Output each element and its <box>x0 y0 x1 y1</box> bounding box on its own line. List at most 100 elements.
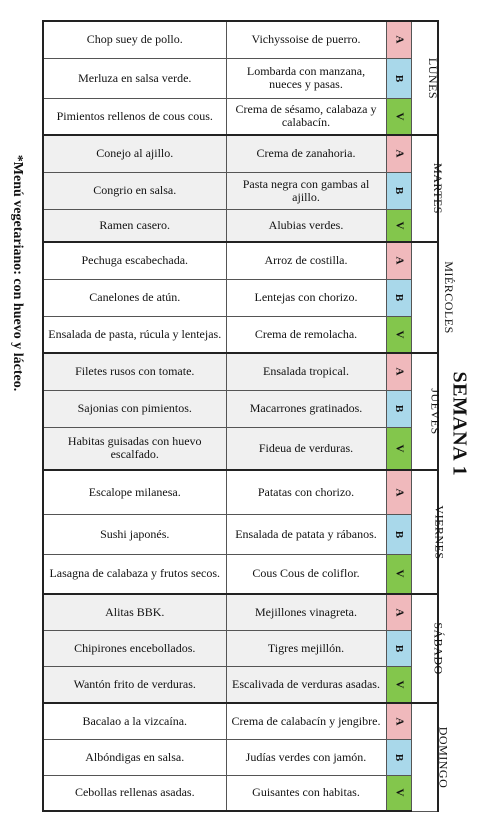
menu-row: Pimientos rellenos de cous cous. Crema de… <box>42 97 438 136</box>
menu-type-tag: A <box>385 469 412 515</box>
menu-row: Sushi japonés. Ensalada de patata y rában… <box>42 513 438 555</box>
day-name: JUEVES <box>428 388 443 435</box>
day-label-cell: MARTES <box>410 134 444 243</box>
menu-type-tag: B <box>385 738 412 776</box>
dish-first-course: Chipirones encebollados. <box>42 629 227 667</box>
menu-row: Merluza en salsa verde. Lombarda con manz… <box>42 57 438 99</box>
day-name: DOMINGO <box>435 726 450 789</box>
dish-second-course: Arroz de costilla. <box>225 241 387 280</box>
dish-second-course: Crema de calabacín y jengibre. <box>225 702 387 740</box>
menu-row: Lasagna de calabaza y frutos secos. Cous … <box>42 553 438 595</box>
dish-second-course: Ensalada de patata y rábanos. <box>225 513 387 555</box>
menu-type-letter: A <box>392 256 405 265</box>
menu-type-letter: V <box>392 112 405 121</box>
menu-type-tag: B <box>385 389 412 428</box>
day-name: VIERNES <box>432 504 447 560</box>
dish-second-course: Guisantes con habitas. <box>225 774 387 812</box>
menu-row: Canelones de atún. Lentejas con chorizo. B <box>42 278 438 317</box>
menu-row: Albóndigas en salsa. Judías verdes con ja… <box>42 738 438 776</box>
dish-first-course: Ramen casero. <box>42 208 227 243</box>
menu-type-tag: V <box>385 426 412 471</box>
menu-row: Conejo al ajillo. Crema de zanahoria. A MAR… <box>42 134 444 243</box>
menu-row: Bacalao a la vizcaína. Crema de calabacín… <box>42 702 450 812</box>
menu-type-tag: B <box>385 171 412 210</box>
menu-row: Filetes rusos con tomate. Ensalada tropic… <box>42 352 442 471</box>
menu-type-letter: B <box>393 186 405 195</box>
menu-row: Congrio en salsa. Pasta negra con gambas … <box>42 171 438 210</box>
day-name: MARTES <box>430 163 445 214</box>
menu-type-tag: V <box>385 553 412 595</box>
day-label-cell: DOMINGO <box>410 702 450 812</box>
menu-type-tag: B <box>385 57 412 99</box>
menu-type-tag: V <box>385 315 412 354</box>
dish-second-course: Crema de remolacha. <box>225 315 387 354</box>
menu-type-letter: A <box>392 608 405 617</box>
dish-first-course: Habitas guisadas con huevo escalfado. <box>42 426 227 471</box>
dish-first-course: Merluza en salsa verde. <box>42 57 227 99</box>
dish-second-course: Ensalada tropical. <box>225 352 387 391</box>
menu-row: Wantón frito de verduras. Escalivada de v… <box>42 665 438 704</box>
dish-second-course: Alubias verdes. <box>225 208 387 243</box>
menu-row: Pechuga escabechada. Arroz de costilla. A M… <box>42 241 455 354</box>
dish-first-course: Congrio en salsa. <box>42 171 227 210</box>
dish-first-course: Escalope milanesa. <box>42 469 227 515</box>
dish-second-course: Cous Cous de coliflor. <box>225 553 387 595</box>
dish-first-course: Cebollas rellenas asadas. <box>42 774 227 812</box>
dish-first-course: Alitas BBK. <box>42 593 227 631</box>
weekly-menu-table: Chop suey de pollo. Vichyssoise de puerro… <box>42 20 455 812</box>
menu-type-tag: A <box>385 352 412 391</box>
menu-type-tag: V <box>385 665 412 704</box>
dish-first-course: Ensalada de pasta, rúcula y lentejas. <box>42 315 227 354</box>
dish-second-course: Escalivada de verduras asadas. <box>225 665 387 704</box>
dish-second-course: Fideua de verduras. <box>225 426 387 471</box>
menu-type-letter: A <box>392 149 405 158</box>
menu-type-tag: A <box>385 702 412 740</box>
menu-type-letter: V <box>392 330 405 339</box>
dish-second-course: Crema de sésamo, calabaza y calabacín. <box>225 97 387 136</box>
vegetarian-footnote: *Menú vegetariano: con huevo y lácteo. <box>10 154 25 392</box>
dish-second-course: Tigres mejillón. <box>225 629 387 667</box>
dish-first-course: Lasagna de calabaza y frutos secos. <box>42 553 227 595</box>
menu-row: Chop suey de pollo. Vichyssoise de puerro… <box>42 20 440 136</box>
menu-row: Alitas BBK. Mejillones vinagreta. A SÁBADO <box>42 593 445 704</box>
dish-second-course: Judías verdes con jamón. <box>225 738 387 776</box>
day-label-cell: MIÉRCOLES <box>410 241 455 354</box>
menu-row: Chipirones encebollados. Tigres mejillón.… <box>42 629 438 667</box>
menu-type-letter: A <box>392 717 405 726</box>
dish-first-course: Canelones de atún. <box>42 278 227 317</box>
menu-type-letter: B <box>393 74 405 82</box>
menu-type-letter: V <box>392 788 405 797</box>
menu-type-letter: V <box>392 221 405 230</box>
menu-type-letter: B <box>393 644 405 652</box>
dish-second-course: Crema de zanahoria. <box>225 134 387 173</box>
day-label-cell: JUEVES <box>410 352 443 471</box>
menu-type-letter: B <box>393 753 405 761</box>
menu-type-letter: A <box>392 488 405 497</box>
week-title: SEMANA 1 <box>448 371 471 477</box>
menu-row: Habitas guisadas con huevo escalfado. Fid… <box>42 426 438 471</box>
menu-type-letter: A <box>392 367 405 376</box>
day-name: LUNES <box>425 57 440 99</box>
menu-type-letter: B <box>393 293 405 302</box>
menu-type-tag: A <box>385 20 412 59</box>
dish-second-course: Lentejas con chorizo. <box>225 278 387 317</box>
dish-second-course: Macarrones gratinados. <box>225 389 387 428</box>
day-name: MIÉRCOLES <box>441 261 456 334</box>
menu-row: Escalope milanesa. Patatas con chorizo. A V… <box>42 469 446 595</box>
menu-type-letter: V <box>392 444 405 453</box>
menu-type-letter: V <box>392 680 405 689</box>
day-label-cell: VIERNES <box>410 469 446 595</box>
menu-row: Sajonias con pimientos. Macarrones gratin… <box>42 389 438 428</box>
dish-second-course: Pasta negra con gambas al ajillo. <box>225 171 387 210</box>
menu-type-tag: A <box>385 134 412 173</box>
menu-type-tag: A <box>385 593 412 631</box>
menu-type-tag: B <box>385 629 412 667</box>
menu-row: Cebollas rellenas asadas. Guisantes con h… <box>42 774 438 812</box>
menu-type-letter: B <box>393 530 405 538</box>
menu-type-tag: V <box>385 208 412 243</box>
dish-second-course: Patatas con chorizo. <box>225 469 387 515</box>
dish-first-course: Pechuga escabechada. <box>42 241 227 280</box>
menu-type-tag: B <box>385 278 412 317</box>
dish-first-course: Pimientos rellenos de cous cous. <box>42 97 227 136</box>
dish-first-course: Sajonias con pimientos. <box>42 389 227 428</box>
